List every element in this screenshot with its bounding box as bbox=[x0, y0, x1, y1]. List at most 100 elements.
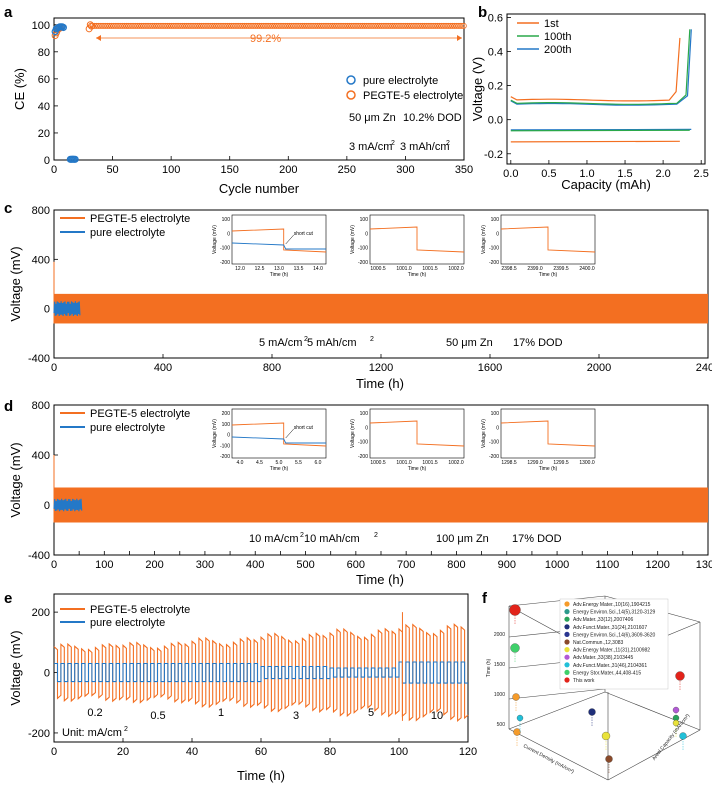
ce-point-pegte bbox=[95, 22, 102, 29]
x-tick-label: 1300 bbox=[696, 559, 712, 571]
ce-point-pegte bbox=[406, 22, 413, 29]
ce-point-pegte bbox=[99, 22, 106, 29]
inset-2: 1000.5 1001.0 1001.5 1002.0 100 0 -100 -200 Time… bbox=[350, 214, 465, 278]
ce-point-pegte bbox=[385, 22, 392, 29]
panel-d-legend-pure: pure electrolyte bbox=[90, 422, 165, 434]
ce-point-pegte bbox=[333, 22, 340, 29]
y-tick-label: 60 bbox=[38, 74, 50, 86]
inset-y-tick-label: -100 bbox=[489, 246, 499, 252]
ce-point-pegte bbox=[200, 22, 207, 29]
x-tick-label: 0 bbox=[51, 164, 57, 176]
x-tick-label: 250 bbox=[338, 164, 356, 176]
ce-point-pegte bbox=[136, 22, 143, 29]
panel-c-current-note: 5 mA/cm bbox=[259, 337, 302, 349]
inset-x-tick-label: 12.5 bbox=[255, 266, 265, 272]
z-tick-label: 2000 bbox=[494, 632, 505, 638]
legend-entry: Adv.Mater.,33(12),2007406 bbox=[573, 617, 633, 623]
ce-point-pegte bbox=[378, 22, 385, 29]
x-tick-label: 1200 bbox=[369, 362, 393, 374]
ce-point-pegte bbox=[252, 22, 259, 29]
ce-point-pegte bbox=[352, 22, 359, 29]
ce-point-pegte bbox=[181, 22, 188, 29]
legend-entry: Energy Environ.Sci.,14(6),3609-3620 bbox=[573, 632, 655, 638]
ce-point-pegte bbox=[278, 22, 285, 29]
ce-point-pegte bbox=[267, 22, 274, 29]
ce-point-pegte bbox=[310, 22, 317, 29]
inset-x-tick-label: 1300.0 bbox=[579, 460, 595, 466]
ce-point-pegte bbox=[293, 22, 300, 29]
legend-label-100th: 100th bbox=[544, 31, 572, 43]
ce-point-pegte bbox=[125, 22, 132, 29]
panel-d: d 0 100 200 300 400 500 600 700 800 900 1000 1100 12… bbox=[4, 398, 712, 587]
ce-point-pegte bbox=[205, 22, 212, 29]
inset-y-tick-label: -100 bbox=[220, 246, 230, 252]
legend-entry: Energy Environ.Sci.,14(5),3120-3129 bbox=[573, 610, 655, 616]
pure-voltage-trace bbox=[53, 301, 81, 317]
inset-y-tick-label: -100 bbox=[220, 443, 230, 449]
inset-x-tick-label: 2398.5 bbox=[501, 266, 517, 272]
inset-frame bbox=[369, 214, 465, 265]
panel-a-legend-pure-marker bbox=[346, 75, 356, 85]
y-tick-label: -400 bbox=[28, 550, 50, 562]
ce-point-pegte bbox=[269, 22, 276, 29]
ce-point-pegte bbox=[361, 22, 368, 29]
ce-point-pure bbox=[71, 155, 79, 163]
ce-point-pegte bbox=[335, 22, 342, 29]
x-tick-label: 0 bbox=[51, 746, 57, 758]
ce-point-pegte bbox=[170, 22, 177, 29]
ce-point-pegte bbox=[155, 22, 162, 29]
pure-rate-trace bbox=[54, 661, 468, 684]
ce-point-pegte bbox=[192, 22, 199, 29]
inset-x-tick-label: 1299.0 bbox=[527, 460, 543, 466]
panel-a-legend-pegte: PEGTE-5 electrolyte bbox=[363, 90, 463, 102]
pure-voltage-trace bbox=[53, 498, 83, 512]
charge-curve-100th bbox=[510, 29, 691, 105]
ce-point-pegte bbox=[359, 22, 366, 29]
ce-point-pegte bbox=[374, 22, 381, 29]
ce-point-pegte bbox=[325, 22, 332, 29]
x-tick-label: 400 bbox=[246, 559, 264, 571]
panel-c-capacity-note: 5 mAh/cm bbox=[307, 337, 357, 349]
box-edge bbox=[508, 728, 609, 781]
legend-marker bbox=[564, 662, 570, 668]
panel-a-ce-annotation: 99.2% bbox=[250, 33, 281, 45]
x-tick-label: 300 bbox=[396, 164, 414, 176]
inset-1: 4.0 4.5 5.0 5.5 6.0 200 100 0 -100 -200 Time (h) Vo… bbox=[212, 408, 327, 472]
panel-a-xlabel: Cycle number bbox=[219, 181, 300, 196]
ce-point-pegte bbox=[284, 22, 291, 29]
legend-entry: Nat.Commun.,12,3083 bbox=[573, 640, 624, 646]
inset-x-tick-label: 2400.0 bbox=[579, 266, 595, 272]
panel-a-ylabel: CE (%) bbox=[12, 68, 27, 110]
discharge-curve-100th bbox=[510, 129, 690, 132]
ce-point-pegte bbox=[353, 22, 360, 29]
inset-y-tick-label: 0 bbox=[227, 433, 230, 439]
ce-point-pegte bbox=[144, 22, 151, 29]
x-tick-label: 0.5 bbox=[541, 168, 556, 180]
ce-point-pegte bbox=[357, 22, 364, 29]
inset-y-tick-label: -200 bbox=[358, 454, 368, 460]
ce-point-pegte bbox=[183, 22, 190, 29]
panel-b-ticks: 0.0 0.5 1.0 1.5 2.0 2.5-0.20.00.20.40.6 bbox=[484, 12, 709, 180]
legend-entry: Adv.Funct.Mater.,31(46),2104361 bbox=[573, 663, 647, 669]
inset-frame bbox=[231, 214, 327, 265]
inset-y-tick-label: 100 bbox=[360, 217, 369, 223]
data-sphere bbox=[672, 719, 680, 727]
panel-c-letter: c bbox=[4, 200, 12, 217]
panel-f: f 2000 1500 1000 500 Adv.Energy Mater.,10(1… bbox=[482, 590, 701, 781]
panel-a-legend-pure: pure electrolyte bbox=[363, 75, 438, 87]
inset-xlabel: Time (h) bbox=[270, 272, 289, 278]
y-tick-label: 0 bbox=[44, 155, 50, 167]
ce-point-pegte bbox=[217, 22, 224, 29]
ce-point-pegte bbox=[159, 22, 166, 29]
y-tick-label: 400 bbox=[32, 254, 50, 266]
legend-marker bbox=[564, 616, 570, 622]
data-sphere bbox=[672, 706, 680, 714]
ce-point-pegte bbox=[329, 22, 336, 29]
ce-point-pegte bbox=[147, 22, 154, 29]
inset-pegte-trace bbox=[231, 422, 327, 447]
inset-xlabel: Time (h) bbox=[408, 466, 427, 472]
data-sphere bbox=[516, 714, 524, 722]
x-tick-label: 800 bbox=[447, 559, 465, 571]
